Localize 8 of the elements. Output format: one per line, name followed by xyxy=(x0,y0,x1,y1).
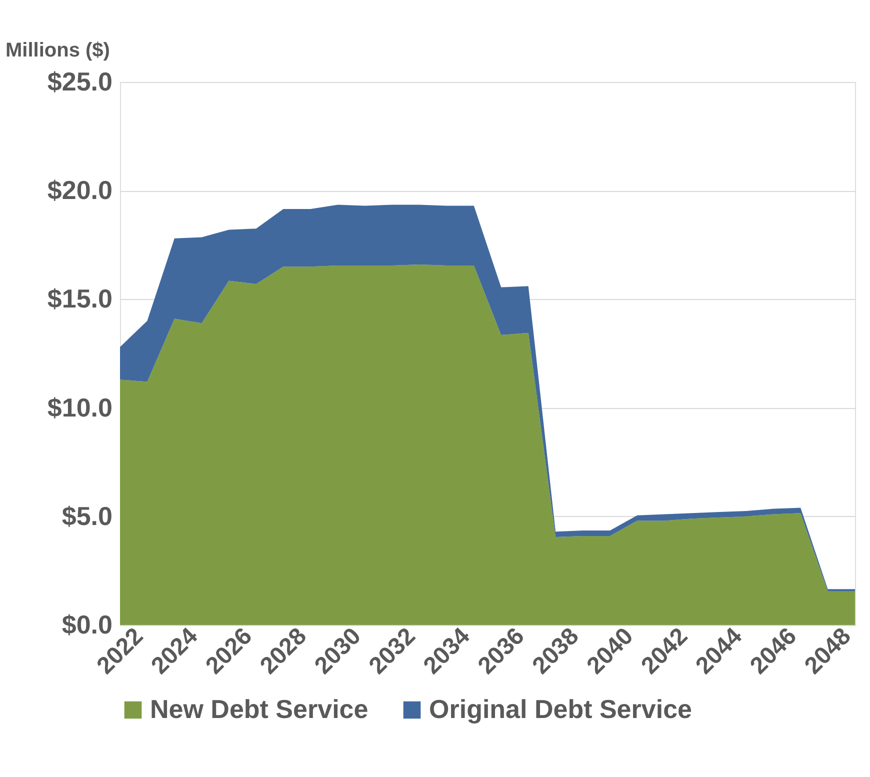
y-tick-label: $25.0 xyxy=(47,66,112,96)
legend-label: Original Debt Service xyxy=(429,694,692,724)
y-tick-label: $20.0 xyxy=(47,175,112,206)
legend-label: New Debt Service xyxy=(150,694,368,724)
y-tick-label: $10.0 xyxy=(47,392,112,422)
y-tick-label: $15.0 xyxy=(47,284,112,314)
y-tick-label: $5.0 xyxy=(62,500,112,531)
y-axis-title: Millions ($) xyxy=(6,40,110,62)
